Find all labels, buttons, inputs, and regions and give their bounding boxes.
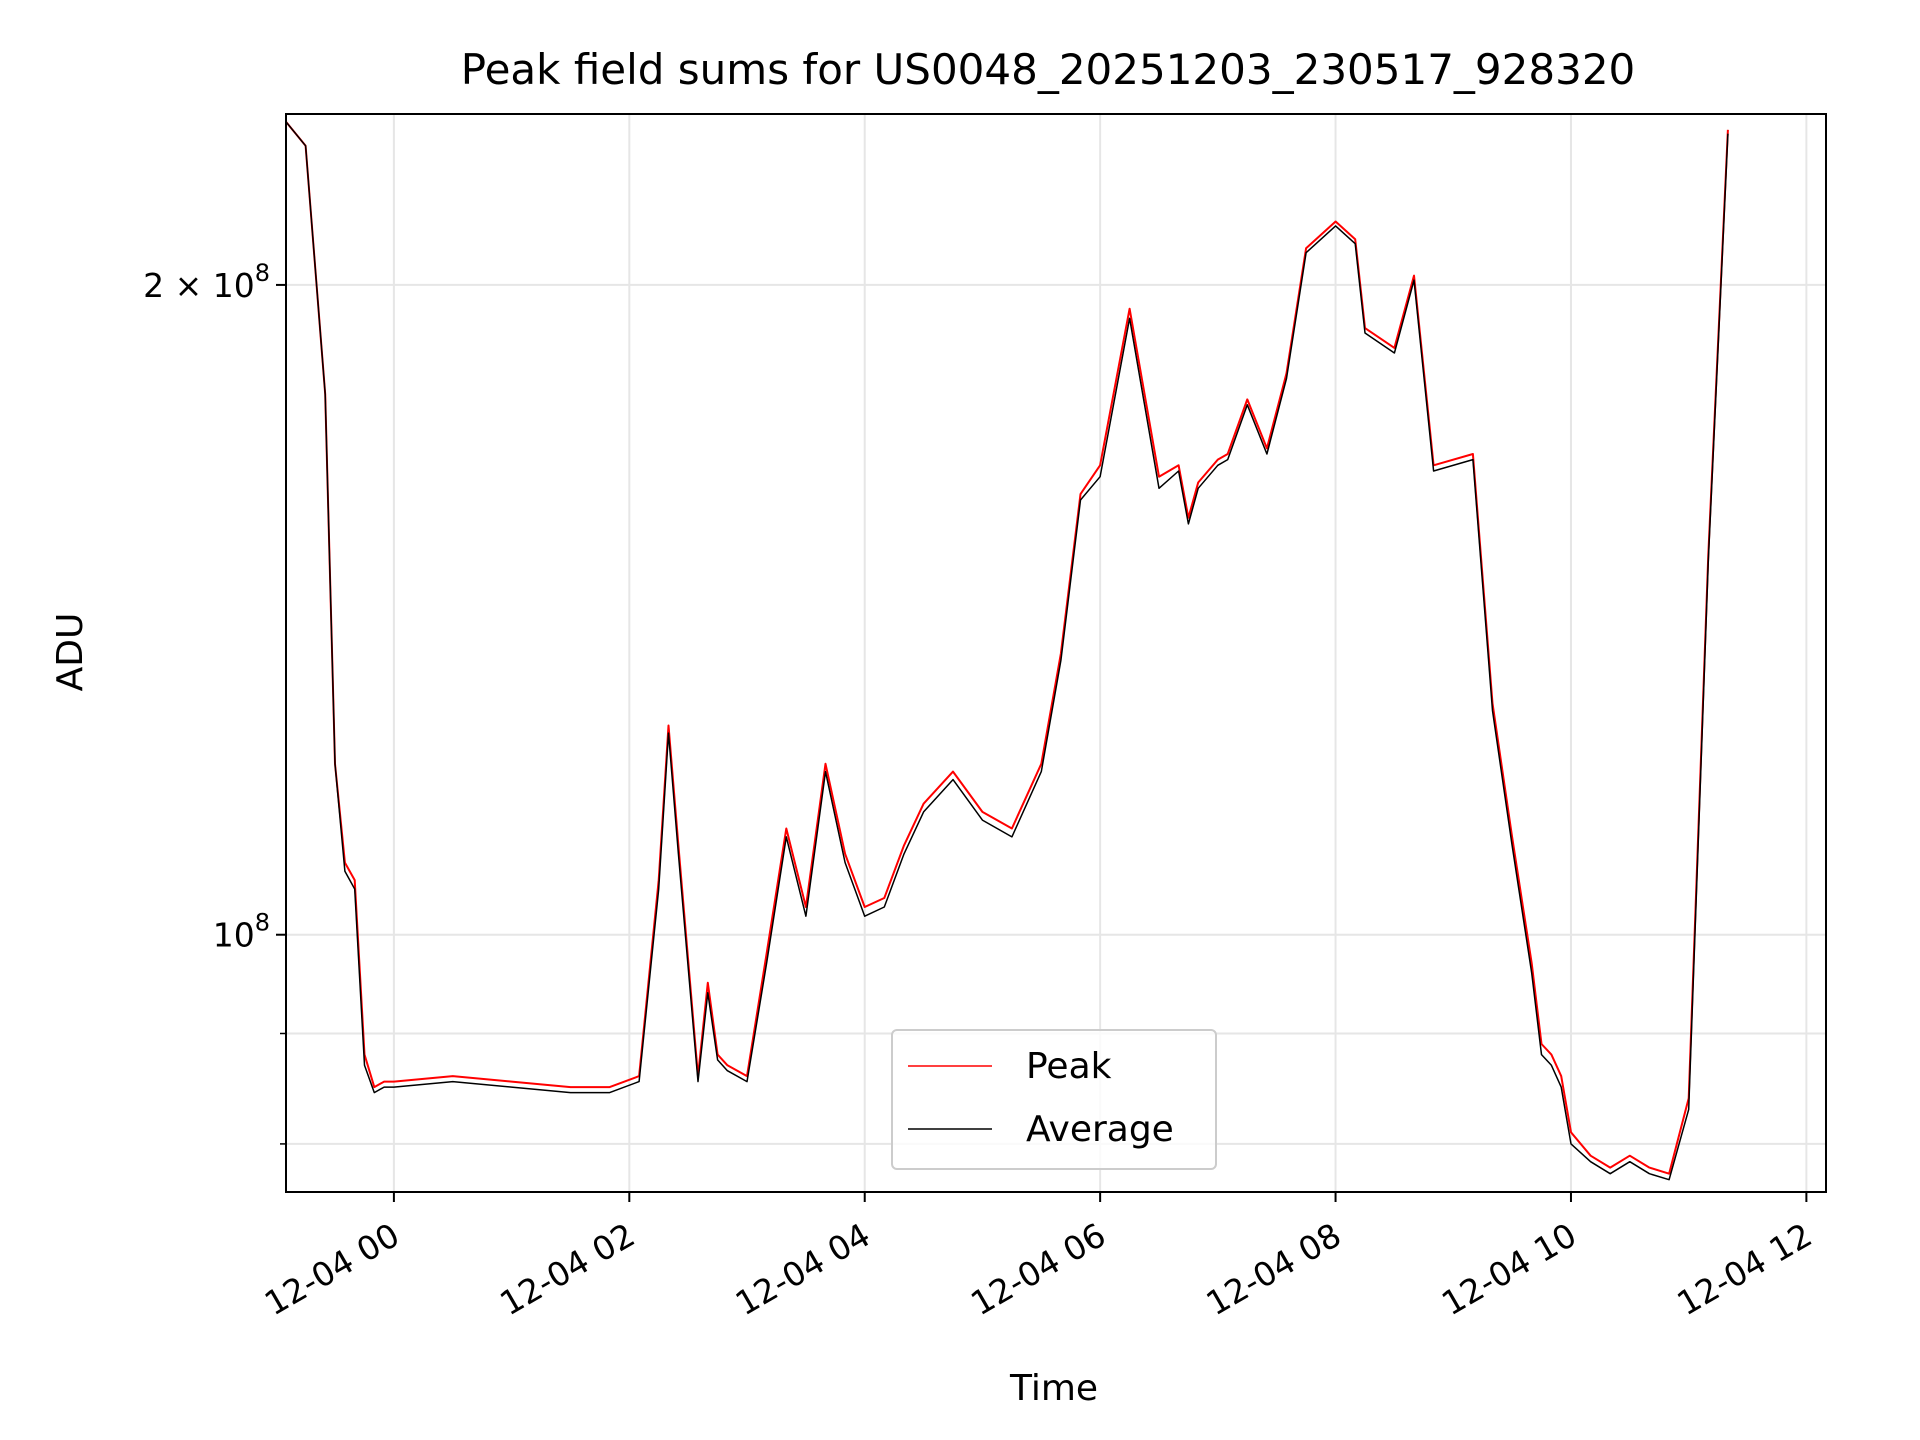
y-tick-label: 108 bbox=[213, 909, 270, 955]
legend-peak-label: Peak bbox=[1026, 1046, 1112, 1087]
series-lines bbox=[285, 121, 1729, 1181]
legend: Peak Average bbox=[891, 1029, 1217, 1170]
y-axis-label: ADU bbox=[50, 613, 91, 692]
series-line-peak bbox=[285, 121, 1729, 1175]
series-line-average bbox=[285, 121, 1729, 1181]
x-axis-label: Time bbox=[1009, 1368, 1098, 1409]
grid bbox=[286, 114, 1826, 1192]
x-tick-label: 12-04 02 bbox=[493, 1215, 641, 1323]
legend-average-label: Average bbox=[1026, 1109, 1174, 1150]
x-tick-label: 12-04 10 bbox=[1435, 1215, 1583, 1323]
plot-frame bbox=[285, 113, 1827, 1193]
x-tick-label: 12-04 06 bbox=[964, 1215, 1112, 1323]
x-tick-label: 12-04 12 bbox=[1670, 1215, 1818, 1323]
legend-box bbox=[891, 1029, 1217, 1170]
x-tick-label: 12-04 08 bbox=[1200, 1215, 1348, 1323]
x-axis: 12-04 00 12-04 02 12-04 04 12-04 06 12-04 08… bbox=[258, 1192, 1818, 1323]
x-tick-label: 12-04 04 bbox=[729, 1215, 877, 1323]
chart-title: Peak field sums for US0048_20251203_2305… bbox=[461, 45, 1636, 94]
y-tick-label: 2 × 108 bbox=[143, 259, 270, 305]
y-axis: 108 2 × 108 bbox=[143, 259, 286, 1145]
x-tick-label: 12-04 00 bbox=[258, 1215, 406, 1323]
